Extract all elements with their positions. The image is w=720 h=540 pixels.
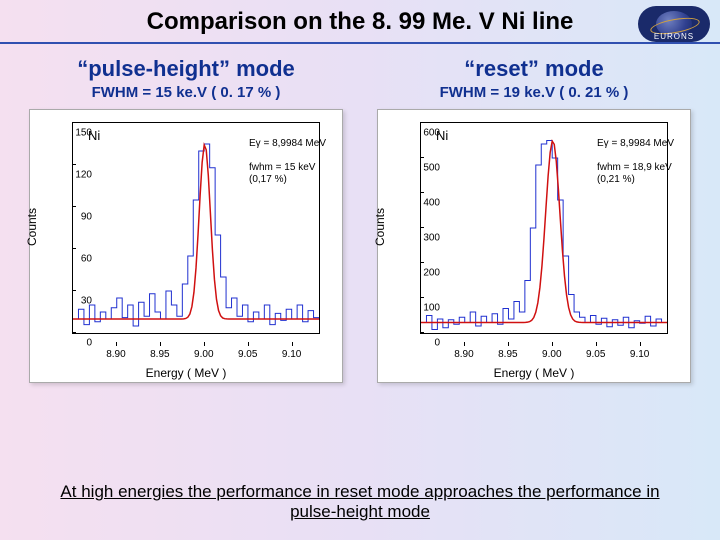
xtick: 9.00: [542, 349, 561, 360]
xtick: 8.90: [454, 349, 473, 360]
ytick: 100: [410, 303, 440, 314]
right-ylabel: Counts: [373, 208, 387, 246]
xtick: 8.95: [498, 349, 517, 360]
ytick: 30: [62, 296, 92, 307]
xtick: 9.00: [194, 349, 213, 360]
annot-details: Eγ = 8,9984 MeVfwhm = 18,9 keV(0,21 %): [597, 138, 674, 186]
xtick: 8.90: [106, 349, 125, 360]
eurons-logo: EURONS: [638, 6, 710, 42]
left-chart: Counts Energy ( MeV ) 03060901201508.908…: [29, 109, 343, 383]
ytick: 0: [62, 338, 92, 349]
left-mode-title: “pulse-height” mode: [16, 56, 356, 82]
right-mode-title: “reset” mode: [364, 56, 704, 82]
ytick: 400: [410, 198, 440, 209]
ytick: 60: [62, 254, 92, 265]
xtick: 9.05: [586, 349, 605, 360]
logo-text: EURONS: [638, 32, 710, 41]
xtick: 8.95: [150, 349, 169, 360]
left-panel: “pulse-height” mode FWHM = 15 ke.V ( 0. …: [16, 52, 356, 383]
right-panel: “reset” mode FWHM = 19 ke.V ( 0. 21 % ) …: [364, 52, 704, 383]
left-ylabel: Counts: [25, 208, 39, 246]
page-title: Comparison on the 8. 99 Me. V Ni line: [12, 8, 708, 36]
annot-details: Eγ = 8,9984 MeVfwhm = 15 keV(0,17 %): [249, 138, 326, 186]
ytick: 300: [410, 233, 440, 244]
ytick: 0: [410, 338, 440, 349]
xtick: 9.10: [630, 349, 649, 360]
ytick: 120: [62, 170, 92, 181]
right-fwhm-line: FWHM = 19 ke.V ( 0. 21 % ): [364, 84, 704, 101]
annot-title: Ni: [436, 128, 448, 144]
annot-title: Ni: [88, 128, 100, 144]
right-chart: Counts Energy ( MeV ) 010020030040050060…: [377, 109, 691, 383]
ytick: 90: [62, 212, 92, 223]
ytick: 500: [410, 163, 440, 174]
left-fwhm-line: FWHM = 15 ke.V ( 0. 17 % ): [16, 84, 356, 101]
footnote: At high energies the performance in rese…: [36, 482, 684, 522]
ytick: 200: [410, 268, 440, 279]
xtick: 9.05: [238, 349, 257, 360]
left-xlabel: Energy ( MeV ): [146, 366, 227, 380]
right-xlabel: Energy ( MeV ): [494, 366, 575, 380]
xtick: 9.10: [282, 349, 301, 360]
